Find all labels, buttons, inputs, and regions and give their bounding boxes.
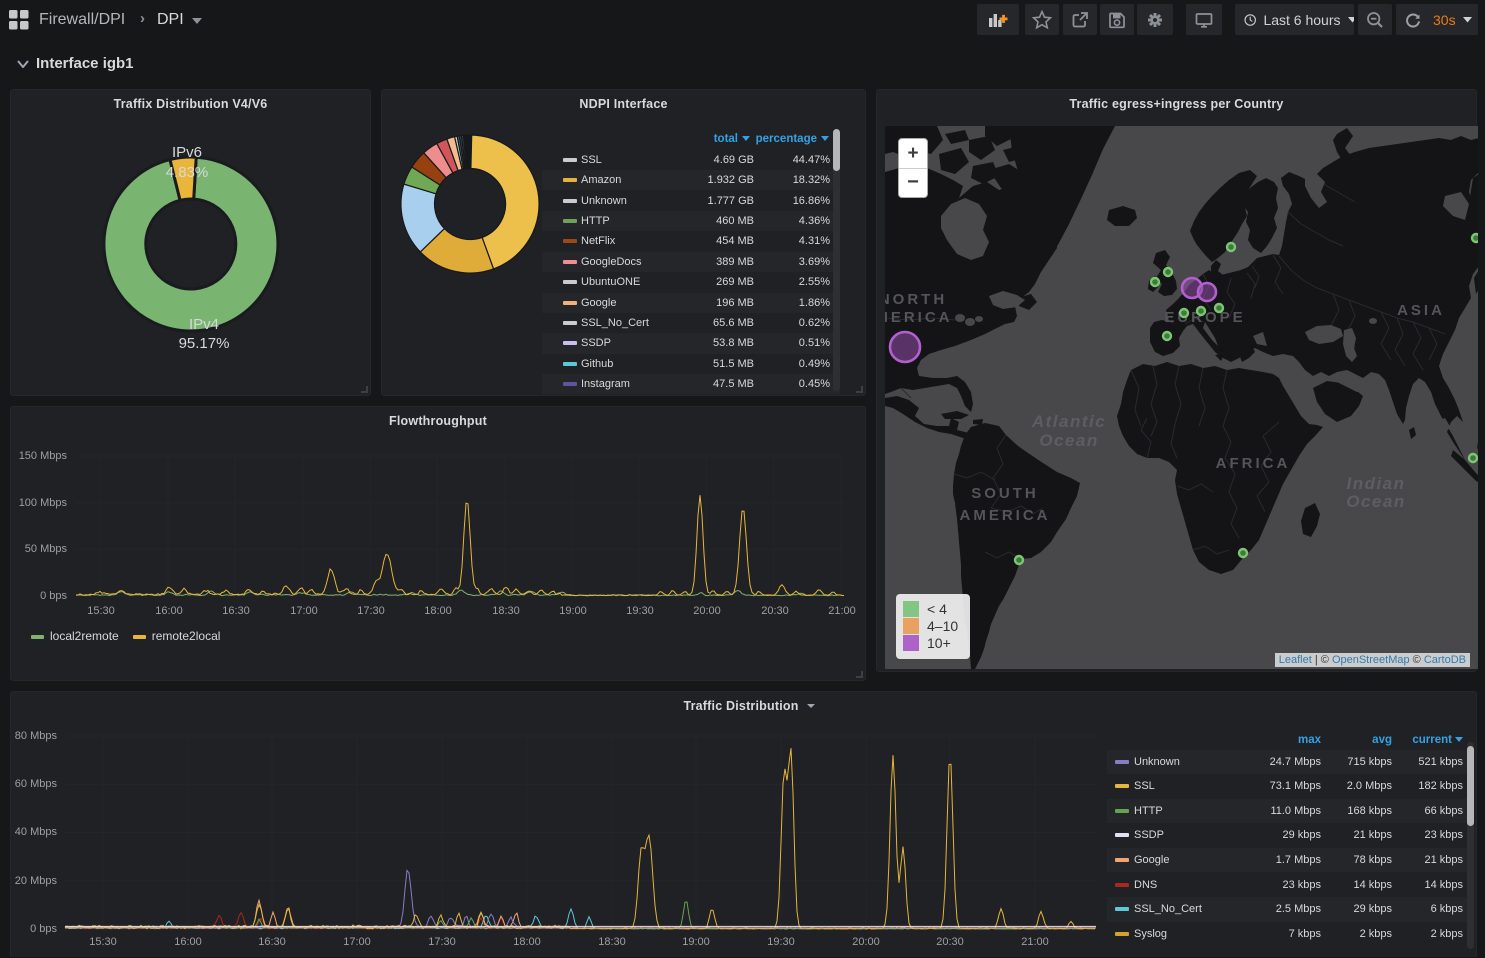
svg-text:AMERICA: AMERICA xyxy=(885,309,953,326)
svg-text:AFRICA: AFRICA xyxy=(1216,455,1291,472)
svg-text:NORTH: NORTH xyxy=(885,291,947,308)
svg-text:Atlantic: Atlantic xyxy=(1031,412,1106,431)
svg-text:ASIA: ASIA xyxy=(1397,302,1445,319)
svg-text:AMERICA: AMERICA xyxy=(960,507,1051,524)
svg-text:Ocean: Ocean xyxy=(1346,492,1405,511)
svg-text:Ocean: Ocean xyxy=(1039,431,1098,450)
svg-text:Indian: Indian xyxy=(1346,474,1405,493)
svg-text:SOUTH: SOUTH xyxy=(971,485,1039,502)
